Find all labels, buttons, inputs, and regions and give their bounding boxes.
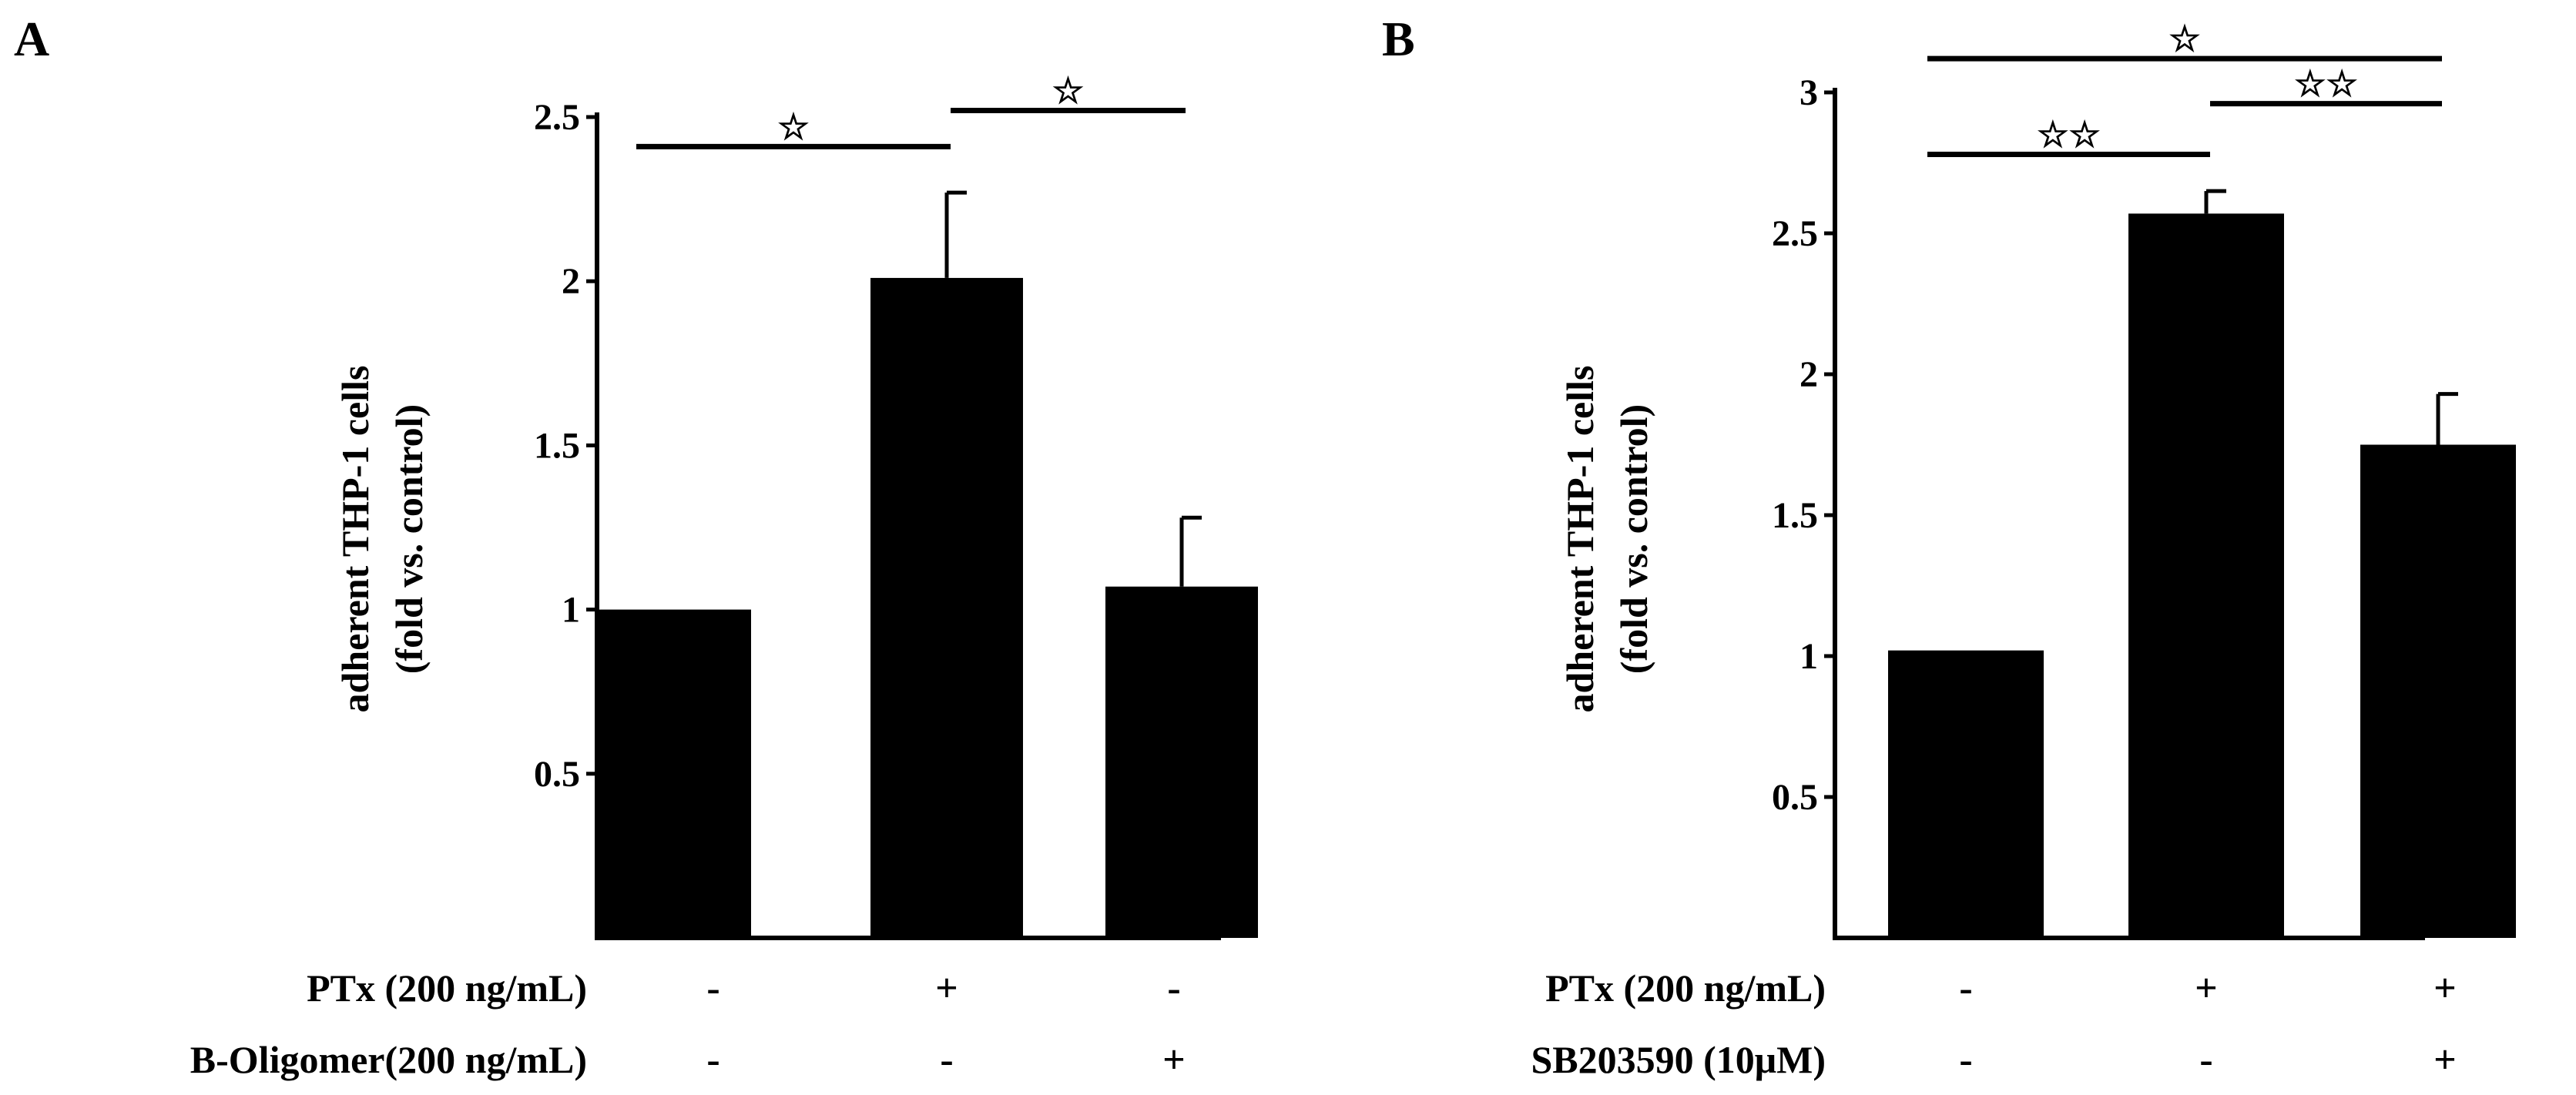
treatment-sign: -: [706, 966, 719, 1010]
bar: [2128, 213, 2284, 938]
chart-panel-a: 0.5 1 1.5 2 2.5 adherent THP-1 cells (fold vs.…: [190, 71, 1258, 1082]
panel-letter-a: A: [14, 12, 49, 66]
treatment-label: PTx (200 ng/mL): [307, 966, 587, 1010]
y-tick-label: 2.5: [534, 97, 580, 138]
treatment-sign: -: [2199, 1038, 2212, 1082]
treatment-sign: +: [935, 966, 958, 1010]
significance-mark: ☆: [777, 107, 809, 146]
treatment-sign: -: [1959, 966, 1972, 1010]
panel-letter-b: B: [1382, 12, 1415, 66]
y-tick-label: 1.5: [534, 425, 580, 466]
bar: [870, 277, 1023, 938]
treatment-sign: -: [1959, 1038, 1972, 1082]
chart-panel-b: 0.5 1 1.5 2 2.5 3 adherent THP-1 cells (fold vs…: [1531, 19, 2516, 1082]
treatment-sign: +: [2433, 1038, 2457, 1082]
y-tick-label: 2: [1800, 354, 1818, 395]
bar: [1105, 586, 1258, 938]
treatment-sign: -: [706, 1038, 719, 1082]
treatment-sign: +: [2433, 966, 2457, 1010]
y-axis-label: adherent THP-1 cells: [334, 366, 377, 713]
significance-mark: ☆☆: [2037, 116, 2100, 155]
treatment-sign: +: [1162, 1038, 1186, 1082]
treatment-label: SB203590 (10μM): [1531, 1038, 1826, 1081]
y-tick-label: 1: [1800, 636, 1818, 677]
y-axis-label: (fold vs. control): [1612, 404, 1655, 674]
treatment-label: B-Oligomer(200 ng/mL): [190, 1038, 587, 1081]
bar: [2360, 444, 2516, 938]
significance-mark: ☆☆: [2294, 65, 2357, 104]
treatment-label: PTx (200 ng/mL): [1545, 966, 1826, 1010]
y-tick-label: 2.5: [1772, 213, 1818, 254]
y-tick-label: 3: [1800, 72, 1818, 113]
treatment-sign: +: [2195, 966, 2218, 1010]
treatment-sign: -: [940, 1038, 953, 1082]
y-axis-label: (fold vs. control): [387, 404, 431, 674]
significance-mark: ☆: [2168, 19, 2200, 59]
y-axis-label: adherent THP-1 cells: [1558, 366, 1602, 713]
y-tick-label: 2: [562, 261, 580, 302]
bar: [599, 609, 751, 938]
bar: [1888, 650, 2044, 938]
y-tick-label: 1.5: [1772, 495, 1818, 536]
significance-mark: ☆: [1052, 71, 1084, 110]
treatment-sign: -: [1167, 966, 1180, 1010]
y-tick-label: 0.5: [534, 754, 580, 795]
y-tick-label: 1: [562, 590, 580, 631]
y-tick-label: 0.5: [1772, 777, 1818, 818]
